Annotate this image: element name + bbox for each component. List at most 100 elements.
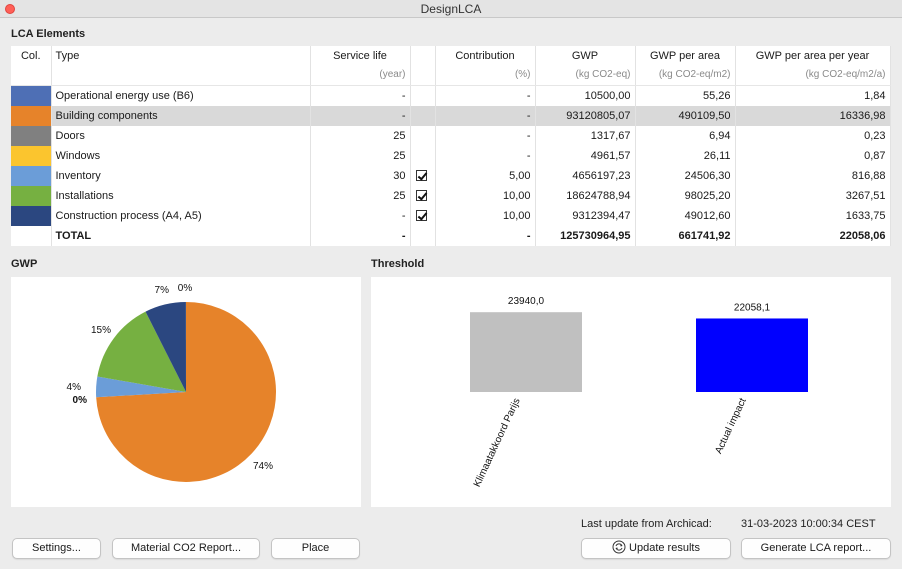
- table-row-selected[interactable]: Building components - - 93120805,07 4901…: [11, 105, 891, 126]
- col-header-gwp[interactable]: GWP: [535, 46, 636, 65]
- table-row[interactable]: Operational energy use (B6) - - 10500,00…: [11, 85, 891, 106]
- col-header-color[interactable]: Col.: [11, 46, 52, 65]
- col-header-contribution[interactable]: Contribution: [435, 46, 536, 65]
- row-gwp-per-area: 55,26: [635, 85, 736, 106]
- pie-slice-label: 0%: [178, 283, 193, 294]
- total-gwp-per-area-per-year: 22058,06: [735, 225, 891, 246]
- row-type: Construction process (A4, A5): [51, 205, 311, 226]
- update-results-button[interactable]: Update results: [581, 538, 731, 559]
- pie-slice: [145, 302, 186, 392]
- row-gwp: 4961,57: [535, 145, 636, 166]
- threshold-bar-panel: 23940,0 Klimaatakkoord Parijs 22058,1 Actua…: [371, 277, 891, 507]
- col-header-type[interactable]: Type: [51, 46, 311, 65]
- row-gwp: 93120805,07: [535, 105, 636, 126]
- row-gwp-per-area-per-year: 0,23: [735, 125, 891, 146]
- row-gwp-per-area: 24506,30: [635, 165, 736, 186]
- include-checkbox[interactable]: [415, 210, 427, 222]
- col-header-check[interactable]: [410, 46, 436, 65]
- table-header-row: Col. Type Service life Contribution GWP …: [11, 46, 891, 65]
- row-gwp-per-area-per-year: 16336,98: [735, 105, 891, 126]
- row-service-life: 25: [310, 145, 411, 166]
- color-swatch[interactable]: [11, 105, 50, 126]
- row-color-cell[interactable]: [11, 165, 52, 186]
- row-contribution: -: [435, 85, 536, 106]
- row-gwp-per-area: 98025,20: [635, 185, 736, 206]
- row-gwp: 10500,00: [535, 85, 636, 106]
- material-co2-report-button[interactable]: Material CO2 Report...: [112, 538, 260, 559]
- table-row[interactable]: Installations 25 10,00 18624788,94 98025…: [11, 185, 891, 206]
- window-title: DesignLCA: [420, 2, 482, 16]
- color-swatch[interactable]: [11, 205, 50, 226]
- unit-service-life: (year): [310, 65, 411, 86]
- row-contribution: -: [435, 105, 536, 126]
- row-color-cell[interactable]: [11, 125, 52, 146]
- color-swatch[interactable]: [11, 165, 50, 186]
- table-row[interactable]: Windows 25 - 4961,57 26,11 0,87: [11, 145, 891, 166]
- row-check-cell: [410, 205, 436, 226]
- col-header-gwp-per-area-per-year[interactable]: GWP per area per year: [735, 46, 891, 65]
- row-check-cell: [410, 85, 436, 106]
- settings-button[interactable]: Settings...: [12, 538, 101, 559]
- row-color-cell[interactable]: [11, 205, 52, 226]
- pie-slice-label: 7%: [155, 285, 170, 296]
- color-swatch[interactable]: [11, 145, 50, 166]
- threshold-chart-title: Threshold: [371, 258, 425, 270]
- row-check-cell: [410, 145, 436, 166]
- color-swatch[interactable]: [11, 185, 50, 206]
- bar-category-label: Klimaatakkoord Parijs: [472, 397, 523, 489]
- unit-gwp-per-area: (kg CO2-eq/m2): [635, 65, 736, 86]
- row-color-cell[interactable]: [11, 105, 52, 126]
- row-gwp-per-area: 6,94: [635, 125, 736, 146]
- table-row[interactable]: Doors 25 - 1317,67 6,94 0,23: [11, 125, 891, 146]
- place-button[interactable]: Place: [271, 538, 360, 559]
- row-check-cell: [410, 105, 436, 126]
- pie-slice-label: 0%: [73, 395, 88, 406]
- row-gwp-per-area-per-year: 816,88: [735, 165, 891, 186]
- threshold-bar: [696, 318, 808, 392]
- row-color-cell[interactable]: [11, 185, 52, 206]
- row-service-life: 25: [310, 125, 411, 146]
- window-titlebar: DesignLCA: [0, 0, 902, 18]
- table-row[interactable]: Inventory 30 5,00 4656197,23 24506,30 81…: [11, 165, 891, 186]
- row-contribution: 10,00: [435, 185, 536, 206]
- row-service-life: -: [310, 205, 411, 226]
- last-update-timestamp: 31-03-2023 10:00:34 CEST: [741, 518, 876, 530]
- bar-value-label: 22058,1: [734, 302, 771, 313]
- color-swatch[interactable]: [11, 85, 50, 106]
- col-header-gwp-per-area[interactable]: GWP per area: [635, 46, 736, 65]
- total-label: TOTAL: [51, 225, 311, 246]
- row-color-cell[interactable]: [11, 145, 52, 166]
- row-type: Inventory: [51, 165, 311, 186]
- row-gwp: 1317,67: [535, 125, 636, 146]
- refresh-icon: [612, 540, 626, 554]
- include-checkbox[interactable]: [415, 170, 427, 182]
- row-contribution: -: [435, 145, 536, 166]
- include-checkbox[interactable]: [415, 190, 427, 202]
- close-window-icon[interactable]: [5, 4, 15, 14]
- row-gwp-per-area: 490109,50: [635, 105, 736, 126]
- row-type: Installations: [51, 185, 311, 206]
- unit-gwp-per-area-per-year: (kg CO2-eq/m2/a): [735, 65, 891, 86]
- generate-lca-report-button[interactable]: Generate LCA report...: [741, 538, 891, 559]
- color-swatch[interactable]: [11, 125, 50, 146]
- total-gwp: 125730964,95: [535, 225, 636, 246]
- pie-slice-label: 15%: [91, 325, 111, 336]
- lca-elements-table: Col. Type Service life Contribution GWP …: [11, 46, 891, 246]
- row-type: Windows: [51, 145, 311, 166]
- row-contribution: 5,00: [435, 165, 536, 186]
- lca-elements-title: LCA Elements: [11, 28, 86, 40]
- row-gwp: 18624788,94: [535, 185, 636, 206]
- table-row[interactable]: Construction process (A4, A5) - 10,00 93…: [11, 205, 891, 226]
- row-check-cell: [410, 185, 436, 206]
- row-gwp-per-area: 26,11: [635, 145, 736, 166]
- row-gwp-per-area-per-year: 3267,51: [735, 185, 891, 206]
- total-contribution: -: [435, 225, 536, 246]
- row-check-cell: [410, 165, 436, 186]
- bar-value-label: 23940,0: [508, 296, 545, 307]
- row-service-life: 30: [310, 165, 411, 186]
- col-header-service-life[interactable]: Service life: [310, 46, 411, 65]
- gwp-pie-panel: 74% 4% 15% 7% 0% 0%: [11, 277, 361, 507]
- row-color-cell[interactable]: [11, 85, 52, 106]
- gwp-chart-title: GWP: [11, 258, 38, 270]
- bar-category-label: Actual impact: [713, 396, 748, 455]
